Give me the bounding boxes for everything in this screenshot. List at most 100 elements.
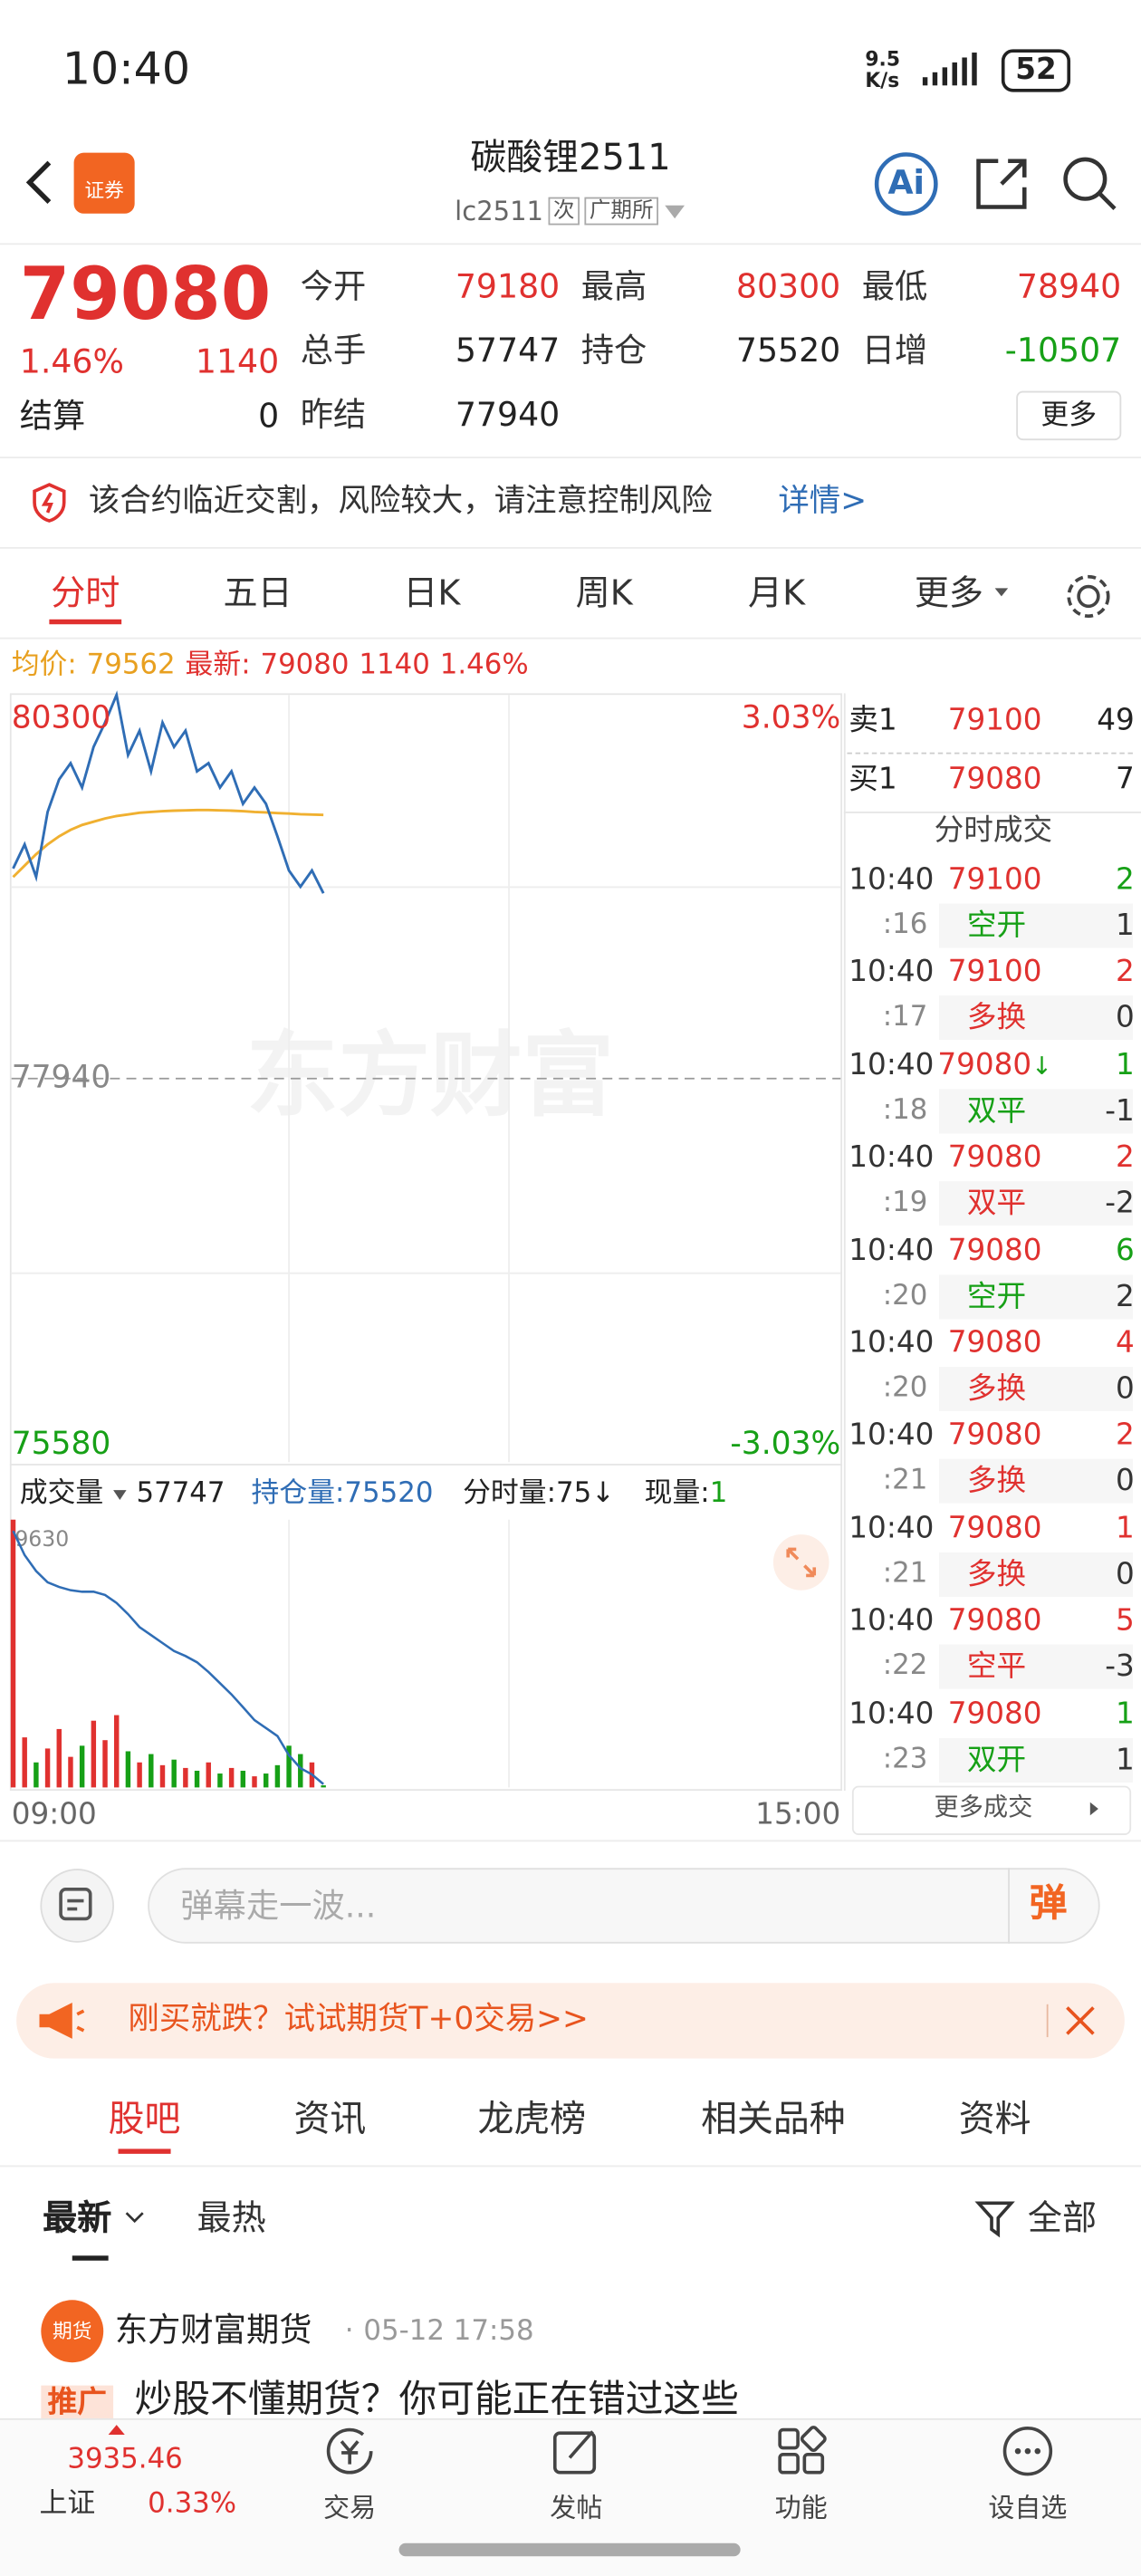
trade-type-bg <box>939 1089 1133 1134</box>
trade-type: 多换 <box>966 1557 1027 1592</box>
chart-tab[interactable]: 分时 <box>51 573 120 613</box>
pct-max-label: 3.03% <box>741 699 841 736</box>
contract-code: lc2511 <box>455 194 544 226</box>
volume-bar <box>274 1764 281 1788</box>
feed-tab[interactable]: 股吧 <box>108 2100 181 2141</box>
avg: 79562 <box>86 649 176 682</box>
feed-tab[interactable]: 资料 <box>958 2100 1031 2141</box>
volume-bar <box>79 1745 85 1788</box>
nav-icon[interactable] <box>1002 2425 1054 2477</box>
post-author[interactable]: 东方财富期货 <box>114 2310 312 2350</box>
promo-text[interactable]: 刚买就跌？试试期货T+0交易>> <box>128 2001 589 2038</box>
feed-tab[interactable]: 资讯 <box>293 2100 367 2141</box>
index-value[interactable]: 3935.46 <box>67 2443 183 2476</box>
trade-oi: 0 <box>1115 1464 1135 1499</box>
dot: · <box>344 2314 354 2348</box>
logo-text: 证券 <box>84 178 124 203</box>
post-time: 05-12 17:58 <box>363 2314 534 2348</box>
nav-icon[interactable] <box>550 2425 602 2477</box>
settings-icon[interactable] <box>1064 572 1113 620</box>
trade-time: 10:40 <box>849 1418 935 1454</box>
trade-time: 10:40 <box>849 1325 935 1360</box>
nav-label[interactable]: 功能 <box>774 2492 828 2523</box>
volume-bar <box>194 1770 200 1788</box>
promo-close[interactable] <box>1046 2001 1114 2041</box>
volume-bar <box>228 1767 235 1788</box>
sort-hot[interactable]: 最热 <box>197 2197 266 2238</box>
trade-time: 10:40 <box>849 862 935 898</box>
trade-price-value: 79100 <box>947 862 1042 898</box>
filter-icon[interactable] <box>974 2198 1018 2241</box>
trade-oi: 1 <box>1115 1742 1135 1777</box>
book-divider <box>843 812 1141 813</box>
icon-part <box>802 2452 825 2475</box>
ai-button[interactable] <box>870 148 943 220</box>
nav-label[interactable]: 设自选 <box>988 2492 1068 2523</box>
book-label: 卖1 <box>849 703 897 738</box>
volume-bar <box>252 1776 257 1788</box>
panel-divider <box>9 1464 843 1466</box>
trade-price-value: 79080 <box>947 1140 1042 1176</box>
more-trades-box[interactable] <box>851 1785 1132 1835</box>
chart-tab[interactable]: 月K <box>747 573 806 613</box>
trade-type-bg <box>939 1737 1133 1783</box>
nav-icon[interactable] <box>775 2425 828 2477</box>
trade-arrow: ↓ <box>1031 1051 1052 1081</box>
field-value: 57747 <box>455 330 561 370</box>
filter-label[interactable]: 全部 <box>1027 2197 1098 2238</box>
volume-bar <box>149 1754 154 1788</box>
book-price: 79100 <box>947 703 1042 738</box>
tab-caret <box>994 588 1009 597</box>
more-button[interactable]: 更多 <box>1016 390 1122 441</box>
ai-label[interactable]: Ai <box>887 162 925 203</box>
expand-button[interactable] <box>772 1533 830 1591</box>
more-trades[interactable]: 更多成交 <box>934 1792 1033 1822</box>
index-name[interactable]: 上证 <box>39 2487 96 2521</box>
index-pct[interactable]: 0.33% <box>148 2487 237 2521</box>
trade-sec: :18 <box>882 1093 928 1127</box>
field-label: 日增 <box>861 330 928 370</box>
search-button[interactable] <box>1060 154 1119 213</box>
comment-input[interactable] <box>148 1868 1100 1944</box>
watermark: 东方财富 <box>245 1023 615 1130</box>
feed-tab[interactable]: 相关品种 <box>701 2100 846 2141</box>
trade-type: 空开 <box>966 1279 1027 1314</box>
danmaku-button[interactable]: 弹 <box>1029 1882 1068 1926</box>
caret[interactable] <box>663 204 686 218</box>
trade-type-bg <box>939 903 1133 948</box>
trade-type: 多换 <box>966 1001 1027 1036</box>
chart-tab[interactable]: 周K <box>575 573 633 613</box>
sort-latest[interactable]: 最新 <box>43 2197 112 2238</box>
volume-total: 57747 <box>136 1476 225 1510</box>
status-time: 10:40 <box>62 43 190 96</box>
field-label: 最低 <box>861 265 928 306</box>
nav-label[interactable]: 发帖 <box>550 2492 603 2523</box>
nav-label[interactable]: 交易 <box>323 2492 377 2523</box>
trade-type-bg <box>939 1644 1133 1689</box>
icon-part <box>568 2430 594 2459</box>
share-button[interactable] <box>972 154 1031 213</box>
volume-bar <box>125 1751 131 1788</box>
trade-sec: :16 <box>882 908 928 942</box>
trade-sec: :23 <box>882 1742 928 1775</box>
chart-tab[interactable]: 日K <box>403 573 461 613</box>
volume-label: 成交量 <box>19 1476 104 1510</box>
comment-settings[interactable] <box>40 1868 115 1943</box>
feed-tab[interactable]: 龙虎榜 <box>477 2100 587 2141</box>
chart-tab[interactable]: 五日 <box>223 573 292 613</box>
back-button[interactable] <box>20 158 62 207</box>
trade-price: 79080 <box>919 1699 1070 1730</box>
comment-placeholder[interactable]: 弹幕走一波... <box>180 1886 377 1926</box>
tick-value: 75↓ <box>555 1476 616 1510</box>
prev-close-label: 77940 <box>11 1058 111 1095</box>
risk-link[interactable]: 详情> <box>778 483 868 520</box>
avatar[interactable] <box>41 2300 104 2363</box>
nav-icon[interactable] <box>323 2425 376 2477</box>
field-value: 79180 <box>455 265 561 306</box>
chart-tab[interactable]: 更多 <box>914 573 983 613</box>
post-title[interactable]: 炒股不懂期货？你可能正在错过这些 <box>134 2379 739 2422</box>
app-logo <box>73 152 135 214</box>
promo-banner[interactable] <box>16 1983 1125 2059</box>
